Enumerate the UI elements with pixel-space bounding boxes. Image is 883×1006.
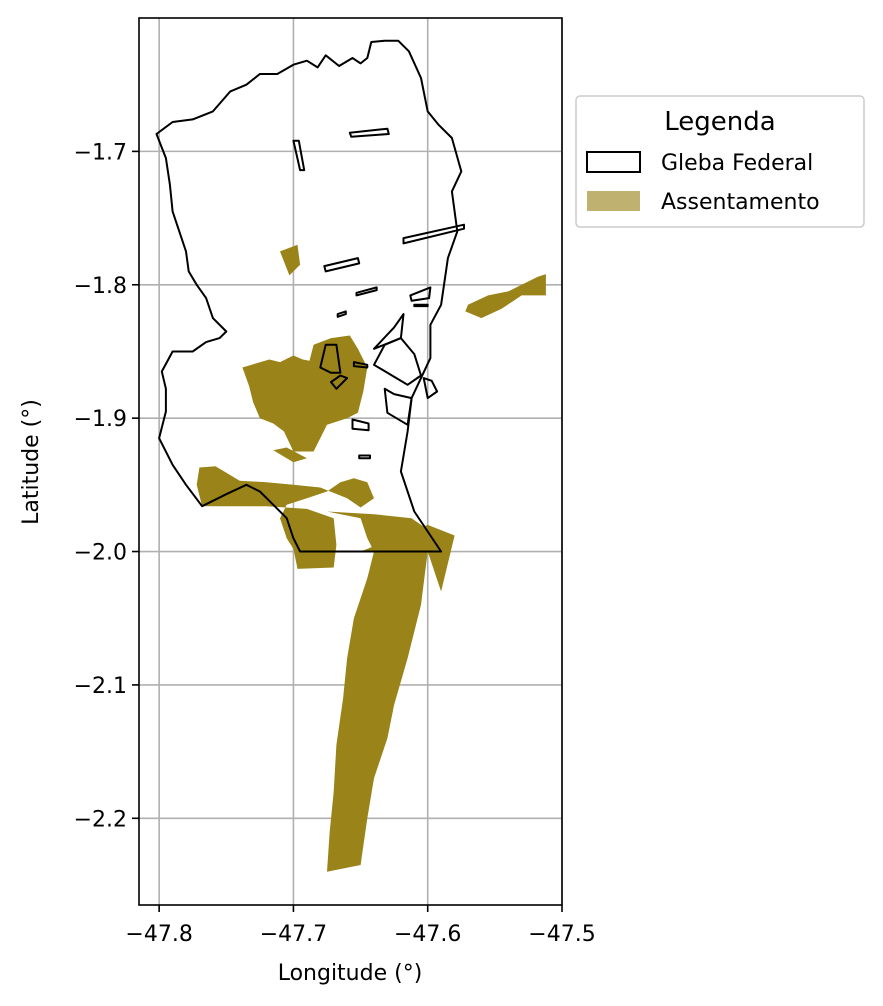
- gleba-federal-outline: [336, 310, 347, 318]
- gleba-federal-outline: [409, 286, 432, 302]
- y-tick-label: −1.8: [74, 274, 127, 299]
- y-tick-label: −2.0: [74, 541, 127, 566]
- y-axis-label: Latitude (°): [19, 399, 44, 525]
- assentamento-polygon: [280, 244, 301, 276]
- gleba-federal-outline: [358, 454, 371, 460]
- gleba-federal-outline: [348, 127, 390, 138]
- legend-swatch-assentamento: [587, 191, 640, 211]
- map-polygons: [155, 39, 546, 872]
- assentamento-polygon: [273, 447, 307, 463]
- y-tick-label: −1.7: [74, 140, 127, 165]
- legend-label-gleba-federal: Gleba Federal: [661, 151, 813, 176]
- axis-ticks: −47.8 −47.7 −47.6 −47.5 −1.7 −1.8 −1.9 −2.0 −2.1…: [74, 140, 596, 947]
- y-tick-label: −2.2: [74, 807, 127, 832]
- assentamento-polygon: [327, 511, 431, 872]
- assentamento-polygon: [360, 524, 455, 592]
- gleba-federal-outline: [330, 374, 349, 390]
- gleba-federal-outline: [383, 387, 413, 426]
- assentamento-polygon: [242, 335, 368, 452]
- assentamento-polygon: [465, 274, 546, 319]
- x-tick-label: −47.5: [528, 922, 595, 947]
- gleba-federal-outline: [402, 223, 465, 245]
- x-tick-label: −47.6: [394, 922, 461, 947]
- gleba-federal-outline: [292, 139, 306, 172]
- gleba-federal-outline: [319, 343, 342, 374]
- gleba-federal-outline: [422, 377, 439, 400]
- gleba-federal-outline: [373, 337, 422, 386]
- legend-box: [575, 95, 865, 228]
- y-tick-label: −1.9: [74, 407, 127, 432]
- gleba-federal-outline: [155, 39, 463, 553]
- plot-frame: [138, 17, 563, 906]
- gleba-federal-outline: [323, 257, 361, 273]
- gleba-federal-outline: [355, 286, 378, 297]
- legend: Legenda Gleba Federal Assentamento: [575, 95, 865, 228]
- legend-swatch-gleba-federal: [586, 151, 641, 173]
- x-tick-label: −47.7: [260, 922, 327, 947]
- gleba-federal-outline: [413, 303, 429, 308]
- gleba-federal-outline: [351, 418, 370, 432]
- y-tick-label: −2.1: [74, 674, 127, 699]
- x-axis-label: Longitude (°): [278, 961, 423, 986]
- gleba-federal-outline: [352, 361, 369, 369]
- legend-title: Legenda: [664, 107, 775, 137]
- x-tick-label: −47.8: [125, 922, 192, 947]
- legend-label-assentamento: Assentamento: [661, 190, 820, 215]
